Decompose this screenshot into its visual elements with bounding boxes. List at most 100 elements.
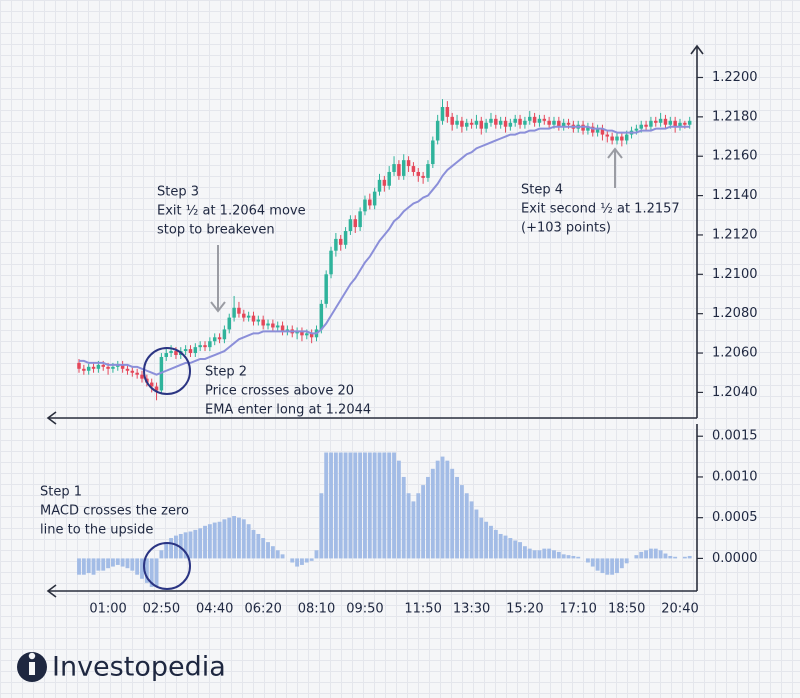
candle-body xyxy=(368,199,372,206)
histogram-bar xyxy=(576,556,581,559)
histogram-bar xyxy=(319,493,324,559)
histogram-bar xyxy=(198,528,203,559)
histogram-bar xyxy=(653,548,658,559)
candle-body xyxy=(324,274,328,304)
candle-body xyxy=(101,364,105,367)
histogram-bar xyxy=(532,550,537,559)
candle-body xyxy=(309,333,314,338)
histogram-bar xyxy=(232,516,237,559)
candle-body xyxy=(387,171,391,186)
histogram-bar xyxy=(77,558,81,575)
logo: Investopedia xyxy=(17,652,226,683)
histogram-bar xyxy=(110,558,115,567)
candle-body xyxy=(620,136,624,141)
candle-body xyxy=(469,122,474,125)
histogram-bar xyxy=(421,485,426,559)
histogram-bar xyxy=(426,476,430,559)
annotation-text: (+103 points) xyxy=(521,221,611,236)
candle-body xyxy=(450,116,454,125)
candle-body xyxy=(193,347,198,354)
arrow-head xyxy=(210,301,226,313)
histogram-bar xyxy=(518,542,522,559)
candle-body xyxy=(542,118,547,121)
histogram-bar xyxy=(396,460,401,559)
annotation-text: Step 1 xyxy=(40,485,82,500)
candle-body xyxy=(135,372,139,375)
histogram-bar xyxy=(237,517,241,559)
candle-body xyxy=(353,219,358,228)
candle-body xyxy=(658,118,663,123)
histogram-bar xyxy=(120,558,125,567)
candle-body xyxy=(164,353,168,357)
y-tick-label: 1.2200 xyxy=(712,70,758,85)
histogram-bar xyxy=(513,540,518,559)
candle-body xyxy=(484,122,488,129)
histogram-bar xyxy=(261,538,266,559)
y-tick-label: 0.0005 xyxy=(712,510,758,525)
candle-body xyxy=(435,120,440,141)
annotation-text: Exit ½ at 1.2064 move xyxy=(157,204,306,219)
y-tick-label: 1.2080 xyxy=(712,306,758,321)
histogram-bar xyxy=(164,542,169,559)
histogram-bar xyxy=(144,558,149,583)
histogram-bar xyxy=(275,550,280,559)
histogram-bar xyxy=(663,553,668,559)
candle-body xyxy=(271,323,275,328)
histogram-bar xyxy=(363,452,367,559)
histogram-bar xyxy=(270,546,275,559)
candle-body xyxy=(82,368,86,371)
candle-body xyxy=(595,128,600,133)
candle-body xyxy=(673,120,677,127)
histogram-bar xyxy=(246,524,251,559)
candle-body xyxy=(561,122,566,127)
histogram-bar xyxy=(673,556,678,559)
y-tick-label: 1.2040 xyxy=(712,385,758,400)
histogram-bar xyxy=(435,460,440,559)
histogram-bar xyxy=(668,555,673,559)
candle-body xyxy=(479,120,484,129)
histogram-bar xyxy=(459,485,464,559)
histogram-bar xyxy=(96,558,101,571)
histogram-bar xyxy=(173,535,178,559)
annotation-text: Step 4 xyxy=(521,183,563,198)
x-tick-label: 13:30 xyxy=(453,602,490,617)
histogram-bar xyxy=(624,558,629,564)
histogram-bar xyxy=(493,529,498,559)
histogram-bar xyxy=(178,533,183,559)
histogram-bar xyxy=(91,558,96,575)
histogram-bar xyxy=(251,529,256,559)
histogram-bar xyxy=(474,509,479,559)
histogram-bar xyxy=(256,533,261,559)
candle-body xyxy=(426,164,430,178)
histogram-bar xyxy=(266,542,270,559)
logo-icon-part xyxy=(29,662,35,675)
histogram-bar xyxy=(358,452,363,559)
histogram-bar xyxy=(333,452,338,559)
candle-body xyxy=(382,179,387,186)
histogram-bar xyxy=(348,452,353,559)
histogram-bar xyxy=(304,558,309,563)
histogram-bar xyxy=(207,524,212,559)
candle-body xyxy=(518,118,522,125)
histogram-bar xyxy=(556,551,561,559)
histogram-bar xyxy=(217,521,222,559)
histogram-bar xyxy=(527,548,532,559)
candle-body xyxy=(494,118,498,125)
candle-body xyxy=(275,325,280,328)
candle-body xyxy=(208,341,212,348)
x-tick-label: 04:40 xyxy=(196,602,233,617)
y-tick-label: 1.2120 xyxy=(712,227,758,242)
histogram-bar xyxy=(372,452,377,559)
x-tick-label: 20:40 xyxy=(661,602,698,617)
histogram-bar xyxy=(522,546,527,559)
y-tick-label: 0.0010 xyxy=(712,469,758,484)
histogram-bar xyxy=(401,476,406,559)
histogram-bar xyxy=(309,558,314,561)
histogram-bar xyxy=(135,558,140,575)
candle-body xyxy=(242,313,246,318)
candle-body xyxy=(300,331,304,336)
histogram-bar xyxy=(552,550,556,559)
axis-arrow xyxy=(46,411,57,425)
histogram-bar xyxy=(537,550,542,559)
